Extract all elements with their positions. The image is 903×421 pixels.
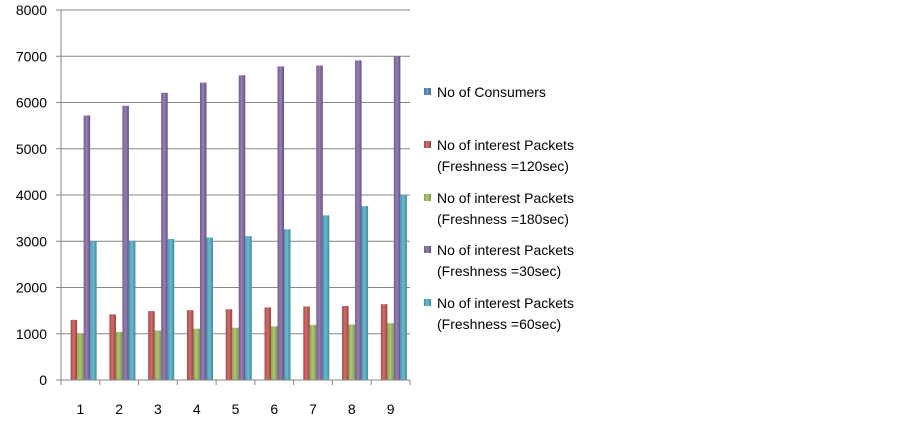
- x-tick-label: 4: [193, 401, 201, 417]
- legend-swatch-4: [424, 246, 431, 253]
- bars: [64, 56, 407, 381]
- legend-swatch-5: [424, 299, 431, 306]
- bar-series-2-cat-2: [109, 314, 116, 380]
- y-tick-label: 8000: [16, 2, 47, 18]
- bar-series-4-cat-3: [161, 92, 168, 380]
- bar-series-3-cat-7: [309, 324, 317, 380]
- bar-series-4-cat-8: [355, 60, 362, 380]
- bar-series-4-cat-5: [238, 75, 246, 381]
- bar-series-2-cat-5: [225, 309, 233, 380]
- bar-series-2-cat-7: [303, 306, 310, 380]
- bar-series-2-cat-9: [380, 304, 388, 380]
- bar-series-4-cat-2: [122, 105, 129, 381]
- y-tick-label: 1000: [16, 326, 47, 342]
- bar-series-5-cat-8: [361, 206, 369, 380]
- legend-label-3: No of interest Packets: [437, 190, 574, 206]
- legend: No of Consumers No of interest Packets (Fr…: [424, 84, 574, 332]
- bar-series-5-cat-1: [90, 241, 97, 380]
- bar-series-5-cat-2: [128, 240, 136, 380]
- axes: 0 1000 2000 3000 4000 5000 6000 7000 8000 1 2 3 4 5 6 7…: [16, 2, 411, 417]
- bar-series-5-cat-5: [245, 236, 252, 380]
- bar-series-5-cat-7: [322, 215, 330, 380]
- bar-series-3-cat-9: [387, 323, 394, 380]
- legend-label-2: (Freshness =120sec): [437, 158, 569, 174]
- bar-series-2-cat-8: [342, 306, 349, 380]
- bar-series-4-cat-4: [199, 82, 207, 381]
- x-tick-label: 7: [309, 401, 317, 417]
- bar-series-3-cat-4: [193, 328, 200, 380]
- bar-series-2-cat-3: [148, 311, 155, 380]
- bar-series-3-cat-8: [348, 324, 356, 380]
- legend-swatch-1: [424, 88, 431, 95]
- bar-series-3-cat-3: [154, 330, 162, 380]
- x-tick-label: 5: [232, 401, 240, 417]
- bar-series-5-cat-6: [284, 229, 291, 380]
- legend-label-1: No of Consumers: [437, 84, 546, 100]
- bar-series-4-cat-1: [83, 115, 91, 380]
- x-tick-label: 2: [115, 401, 123, 417]
- bar-series-2-cat-6: [264, 307, 272, 380]
- legend-swatch-2: [424, 141, 431, 148]
- y-tick-label: 0: [39, 372, 47, 388]
- legend-label-3: (Freshness =180sec): [437, 211, 569, 227]
- bar-series-3-cat-6: [271, 326, 278, 380]
- legend-swatch-3: [424, 194, 431, 201]
- bar-series-3-cat-5: [232, 327, 239, 380]
- bar-series-3-cat-1: [77, 333, 84, 380]
- bar-series-5-cat-3: [167, 238, 175, 380]
- x-tick-label: 9: [387, 401, 395, 417]
- bar-series-4-cat-7: [316, 65, 323, 380]
- bar-series-4-cat-9: [393, 56, 401, 380]
- bar-series-5-cat-9: [400, 195, 407, 380]
- bar-series-3-cat-2: [115, 331, 123, 380]
- y-tick-label: 5000: [16, 141, 47, 157]
- y-tick-label: 4000: [16, 187, 47, 203]
- x-tick-label: 6: [270, 401, 278, 417]
- x-tick-label: 3: [154, 401, 162, 417]
- y-tick-label: 3000: [16, 233, 47, 249]
- legend-label-4: (Freshness =30sec): [437, 263, 561, 279]
- y-tick-label: 2000: [16, 280, 47, 296]
- bar-series-4-cat-6: [277, 66, 285, 381]
- legend-label-4: No of interest Packets: [437, 242, 574, 258]
- bar-series-2-cat-4: [186, 310, 194, 380]
- x-tick-label: 1: [76, 401, 84, 417]
- legend-label-2: No of interest Packets: [437, 137, 574, 153]
- legend-label-5: (Freshness =60sec): [437, 316, 561, 332]
- x-tick-label: 8: [348, 401, 356, 417]
- legend-label-5: No of interest Packets: [437, 295, 574, 311]
- bar-series-5-cat-4: [206, 237, 213, 380]
- bar-series-2-cat-1: [70, 319, 78, 380]
- y-tick-label: 7000: [16, 48, 47, 64]
- y-tick-label: 6000: [16, 95, 47, 111]
